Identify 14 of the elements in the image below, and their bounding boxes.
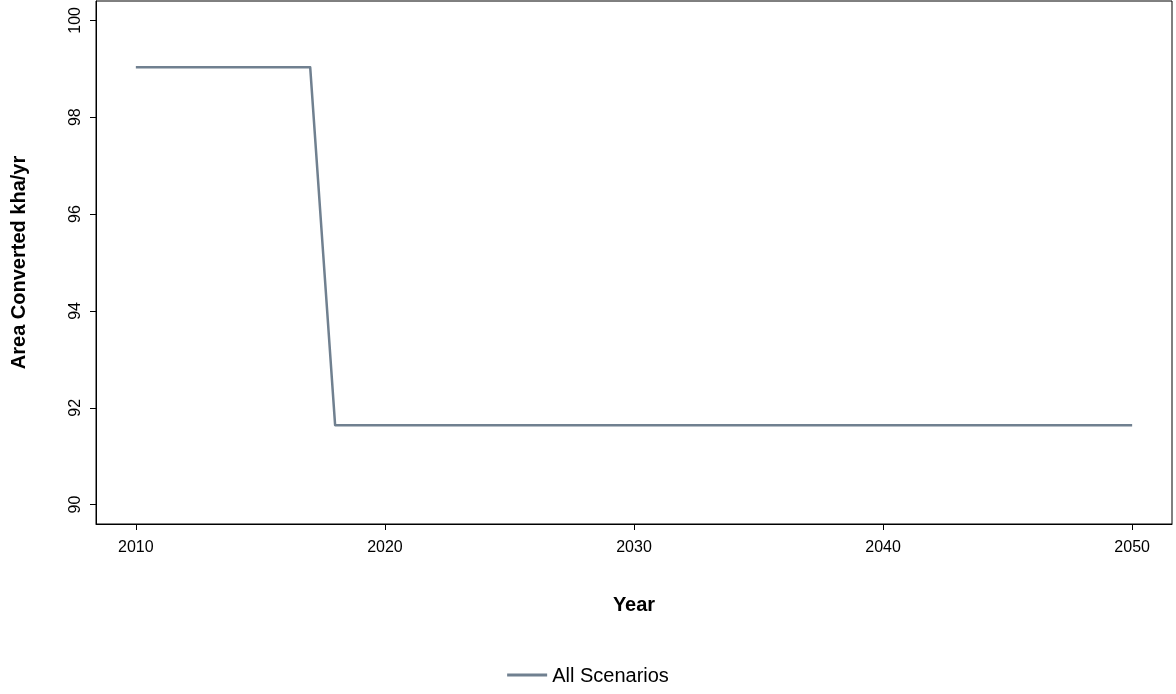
- y-tick-label: 98: [65, 108, 83, 127]
- y-tick-label: 100: [65, 6, 83, 34]
- y-tick-label: 96: [65, 205, 83, 223]
- y-tick-label: 90: [65, 495, 83, 514]
- y-tick-label: 92: [65, 398, 83, 417]
- x-tick-label: 2040: [865, 537, 901, 555]
- legend-label: All Scenarios: [552, 664, 669, 686]
- x-tick-label: 2020: [367, 537, 403, 555]
- y-tick-label: 94: [65, 301, 83, 320]
- x-tick-label: 2030: [616, 537, 652, 555]
- y-axis-title: Area Converted kha/yr: [7, 155, 29, 370]
- x-tick-label: 2010: [118, 537, 154, 555]
- x-axis-title: Year: [612, 593, 656, 615]
- x-tick-label: 2050: [1114, 537, 1151, 555]
